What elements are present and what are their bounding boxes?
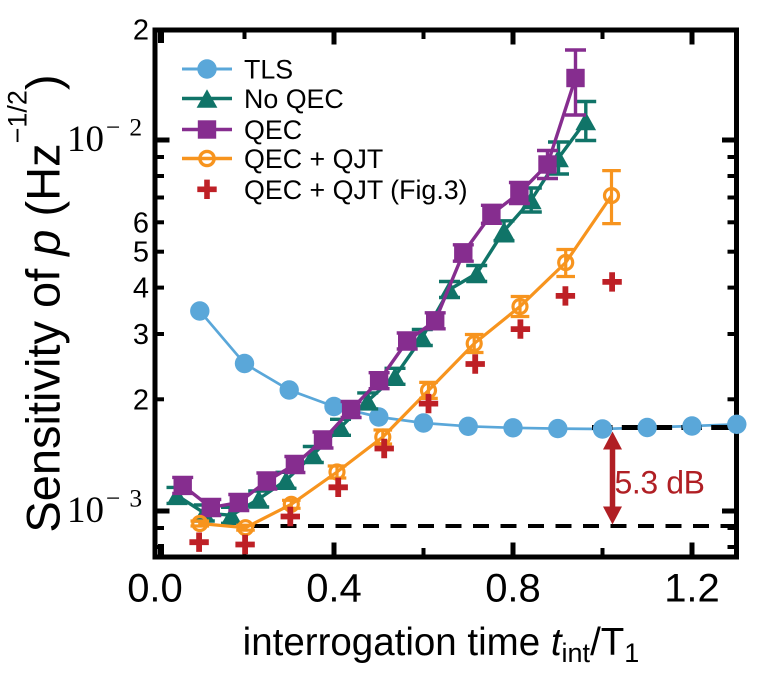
svg-text:interrogation time tint/T1: interrogation time tint/T1 <box>243 621 640 668</box>
svg-text:QEC + QJT: QEC + QJT <box>244 144 383 174</box>
svg-text:2: 2 <box>133 384 149 416</box>
svg-text:QEC + QJT (Fig.3): QEC + QJT (Fig.3) <box>244 175 468 205</box>
svg-text:3: 3 <box>133 319 149 351</box>
svg-text:5.3 dB: 5.3 dB <box>615 465 705 501</box>
svg-text:5: 5 <box>133 237 149 269</box>
svg-text:0.0: 0.0 <box>127 567 183 611</box>
svg-text:QEC: QEC <box>244 115 302 145</box>
svg-text:1.2: 1.2 <box>664 567 720 611</box>
svg-text:4: 4 <box>133 273 149 305</box>
svg-text:No QEC: No QEC <box>244 84 344 114</box>
svg-text:2: 2 <box>133 14 149 46</box>
svg-text:TLS: TLS <box>244 55 293 85</box>
svg-text:6: 6 <box>133 207 149 239</box>
svg-text:0.4: 0.4 <box>306 567 362 611</box>
svg-text:0.8: 0.8 <box>485 567 541 611</box>
